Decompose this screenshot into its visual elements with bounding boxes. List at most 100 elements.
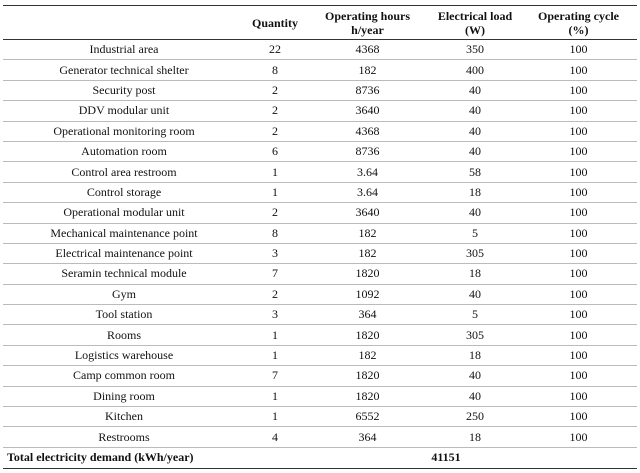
- column-header-line: Operating hours: [324, 8, 410, 23]
- cell: 3: [272, 307, 278, 322]
- cell: 100: [569, 246, 588, 261]
- cell: 7: [272, 368, 278, 383]
- cell: 100: [569, 266, 588, 281]
- total-label: Total electricity demand (kWh/year): [7, 450, 194, 465]
- cell: 8: [272, 225, 278, 240]
- column-header: Operating cycle (%): [520, 6, 637, 40]
- cell: 3640: [355, 103, 380, 118]
- row-label: Automation room: [81, 144, 167, 159]
- cell: 100: [569, 103, 588, 118]
- column-header-line: (W): [465, 22, 485, 37]
- column-header: Electrical load (W): [430, 6, 520, 40]
- cell: 305: [466, 327, 484, 342]
- cell: 3.64: [357, 164, 378, 179]
- cell: 182: [358, 348, 377, 363]
- table-row: Generator technical shelter 8 182 400 100: [3, 60, 637, 81]
- column-header-line: (%): [568, 22, 589, 37]
- cell: 100: [569, 62, 588, 77]
- cell: 18: [469, 184, 481, 199]
- cell: 4: [272, 429, 278, 444]
- column-header: [3, 6, 245, 40]
- cell: 100: [569, 225, 588, 240]
- demand-table: Quantity Operating hours h/year Electrical …: [3, 5, 637, 469]
- cell: 100: [569, 184, 588, 199]
- table-row: Operational modular unit 2 3640 40 100: [3, 203, 637, 224]
- cell: 40: [469, 388, 481, 403]
- row-label: Operational modular unit: [63, 205, 185, 220]
- cell: 182: [358, 246, 377, 261]
- column-header-line: h/year: [351, 22, 384, 37]
- row-label: Kitchen: [105, 409, 143, 424]
- cell: 1: [272, 348, 278, 363]
- table-row: Logistics warehouse 1 182 18 100: [3, 345, 637, 366]
- row-label: Seramin technical module: [61, 266, 187, 281]
- table-row: Control storage 1 3.64 18 100: [3, 182, 637, 203]
- cell: 1092: [355, 286, 380, 301]
- column-header-line: Electrical load: [437, 8, 513, 23]
- cell: 40: [469, 286, 481, 301]
- cell: 100: [569, 123, 588, 138]
- table-row: Dining room 1 1820 40 100: [3, 386, 637, 407]
- table-row: Mechanical maintenance point 8 182 5 100: [3, 223, 637, 244]
- cell: 100: [569, 82, 588, 97]
- cell: 22: [269, 42, 281, 57]
- column-header: Operating hours h/year: [305, 6, 430, 40]
- row-label: Camp common room: [73, 368, 175, 383]
- table-footer: Total electricity demand (kWh/year) 4115…: [3, 447, 637, 469]
- cell: 40: [469, 368, 481, 383]
- row-label: Industrial area: [89, 42, 159, 57]
- table-row: Industrial area 22 4368 350 100: [3, 40, 637, 60]
- row-label: Logistics warehouse: [74, 348, 174, 363]
- cell: 100: [569, 42, 588, 57]
- cell: 18: [469, 266, 481, 281]
- row-label: Mechanical maintenance point: [50, 225, 198, 240]
- row-label: Dining room: [93, 388, 155, 403]
- row-label: Gym: [112, 286, 136, 301]
- table-row: Tool station 3 364 5 100: [3, 305, 637, 325]
- total-value: 41151: [431, 450, 461, 465]
- cell: 4368: [355, 123, 380, 138]
- cell: 100: [569, 429, 588, 444]
- column-header-line: Operating cycle: [538, 8, 619, 23]
- row-label: Electrical maintenance point: [55, 246, 193, 261]
- cell: 350: [466, 42, 484, 57]
- total-row: Total electricity demand (kWh/year) 4115…: [3, 447, 637, 469]
- table-row: Operational monitoring room 2 4368 40 100: [3, 121, 637, 142]
- cell: 2: [272, 123, 278, 138]
- cell: 8736: [355, 144, 380, 159]
- cell: 100: [569, 368, 588, 383]
- table-row: Seramin technical module 7 1820 18 100: [3, 264, 637, 285]
- table-header: Quantity Operating hours h/year Electrical …: [3, 5, 637, 40]
- row-label: Control storage: [86, 184, 162, 199]
- cell: 182: [358, 225, 377, 240]
- cell: 5: [472, 225, 478, 240]
- cell: 305: [466, 246, 484, 261]
- cell: 40: [469, 144, 481, 159]
- cell: 7: [272, 266, 278, 281]
- cell: 1: [272, 164, 278, 179]
- cell: 1: [272, 409, 278, 424]
- header-row: Quantity Operating hours h/year Electrical …: [3, 5, 637, 40]
- cell: 100: [569, 205, 588, 220]
- cell: 100: [569, 409, 588, 424]
- cell: 1: [272, 184, 278, 199]
- table-row: Gym 2 1092 40 100: [3, 284, 637, 305]
- cell: 100: [569, 327, 588, 342]
- cell: 3640: [355, 205, 380, 220]
- cell: 1: [272, 327, 278, 342]
- cell: 100: [569, 348, 588, 363]
- cell: 8: [272, 62, 278, 77]
- cell: 40: [469, 205, 481, 220]
- cell: 2: [272, 103, 278, 118]
- cell: 1820: [355, 388, 380, 403]
- cell: 8736: [355, 82, 380, 97]
- row-label: Restrooms: [98, 429, 150, 444]
- cell: 100: [569, 307, 588, 322]
- table-row: Kitchen 1 6552 250 100: [3, 407, 637, 427]
- column-header: Quantity: [251, 15, 298, 30]
- cell: 58: [469, 164, 481, 179]
- cell: 250: [466, 409, 484, 424]
- cell: 6552: [355, 409, 380, 424]
- table-row: Rooms 1 1820 305 100: [3, 325, 637, 346]
